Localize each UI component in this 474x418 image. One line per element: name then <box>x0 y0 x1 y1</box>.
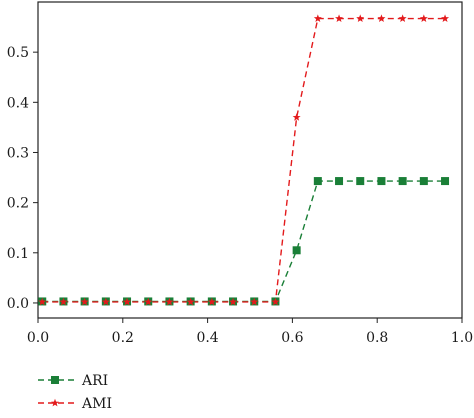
ami-point <box>59 297 68 306</box>
ari-point <box>356 177 365 186</box>
ari-point <box>313 177 322 186</box>
ami-point <box>165 297 174 306</box>
legend-ari-label: ARI <box>81 373 108 389</box>
ami-point <box>250 297 259 306</box>
ami-point <box>377 14 386 22</box>
x-tick-label: 0.2 <box>112 330 134 346</box>
series-layer <box>38 14 450 306</box>
ami-point <box>38 297 47 306</box>
legend-ami-marker <box>51 398 59 407</box>
ari-point <box>398 177 407 186</box>
ari-point <box>441 177 450 186</box>
ami-point <box>271 297 280 306</box>
ami-series-line <box>42 17 446 303</box>
y-tick-label: 0.5 <box>7 45 29 61</box>
x-tick-label: 0.6 <box>281 330 303 346</box>
ami-point <box>186 297 195 306</box>
y-tick-label: 0.0 <box>7 296 29 312</box>
ami-point <box>419 14 428 22</box>
x-tick-label: 0.0 <box>27 330 49 346</box>
axes-layer: 0.0 0.2 0.4 0.6 0.8 1.0 0.0 0.1 0.2 0.3 0.4 0.5 <box>7 1 473 346</box>
plot-frame <box>37 1 463 319</box>
ami-point <box>292 113 301 121</box>
ami-point <box>144 297 153 306</box>
y-tick-label: 0.2 <box>7 196 29 212</box>
ari-point <box>292 246 301 255</box>
ami-point <box>441 14 450 22</box>
ari-series-line <box>42 180 446 303</box>
ami-point <box>101 297 110 306</box>
ari-point <box>377 177 386 186</box>
ami-point <box>398 14 407 22</box>
legend-ami-label: AMI <box>81 396 112 412</box>
x-tick-label: 0.8 <box>366 330 388 346</box>
ami-point <box>229 297 238 306</box>
ari-point <box>335 177 344 186</box>
legend: ARI AMI <box>38 373 112 412</box>
ami-point <box>80 297 89 306</box>
ami-point <box>123 297 132 306</box>
x-tick-label: 1.0 <box>451 330 473 346</box>
y-tick-label: 0.3 <box>7 145 29 161</box>
y-tick-label: 0.1 <box>7 246 29 262</box>
y-tick-label: 0.4 <box>7 95 29 111</box>
x-tick-label: 0.4 <box>196 330 218 346</box>
ami-point <box>313 14 322 22</box>
ami-point <box>207 297 216 306</box>
ami-point <box>356 14 365 22</box>
legend-ari-marker <box>51 376 59 384</box>
ami-point <box>335 14 344 22</box>
ari-point <box>419 177 428 186</box>
